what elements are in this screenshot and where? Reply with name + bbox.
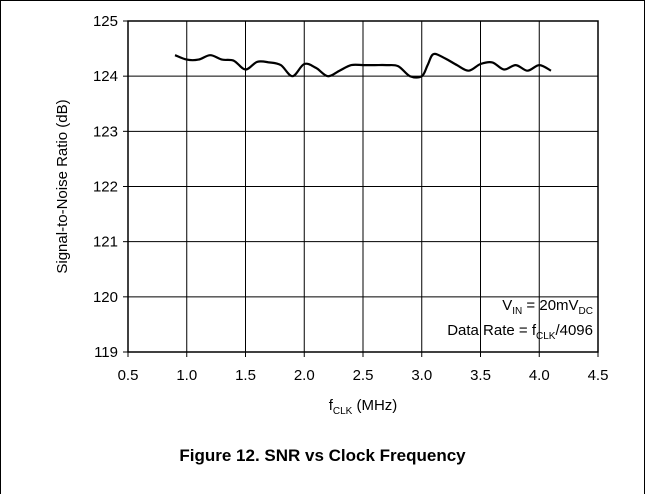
- x-label-text: f: [329, 397, 334, 414]
- tick-marks: [123, 20, 599, 357]
- x-tick-label: 0.5: [118, 367, 139, 384]
- x-tick-labels: 0.5 1.0 1.5 2.0 2.5 3.0 3.5 4.0 4.5: [118, 367, 609, 384]
- y-tick-label: 125: [93, 13, 118, 30]
- figure-caption: Figure 12. SNR vs Clock Frequency: [179, 446, 466, 465]
- y-axis-label: Signal-to-Noise Ratio (dB): [54, 99, 71, 273]
- x-tick-label: 3.5: [470, 367, 491, 384]
- annotation-subscript: IN: [512, 306, 522, 317]
- annotation-subscript: DC: [579, 306, 593, 317]
- y-tick-label: 124: [93, 68, 118, 85]
- snr-chart: 0.5 1.0 1.5 2.0 2.5 3.0 3.5 4.0 4.5 119 120 121 122…: [54, 13, 609, 417]
- x-tick-label: 1.0: [176, 367, 197, 384]
- x-tick-label: 1.5: [235, 367, 256, 384]
- annotation-1: VIN = 20mVDC: [502, 297, 593, 317]
- y-tick-label: 120: [93, 289, 118, 306]
- annotation-text: V: [502, 297, 512, 314]
- y-tick-label: 122: [93, 179, 118, 196]
- x-tick-label: 4.5: [588, 367, 609, 384]
- x-tick-label: 2.5: [353, 367, 374, 384]
- x-axis-label: fCLK (MHz): [329, 397, 398, 417]
- annotation-text: /4096: [555, 322, 593, 339]
- y-tick-label: 123: [93, 123, 118, 140]
- annotations: VIN = 20mVDC Data Rate = fCLK/4096: [447, 297, 593, 342]
- annotation-text: Data Rate = f: [447, 322, 537, 339]
- y-tick-label: 121: [93, 234, 118, 251]
- annotation-text: = 20mV: [522, 297, 578, 314]
- x-tick-label: 2.0: [294, 367, 315, 384]
- x-tick-label: 3.0: [411, 367, 432, 384]
- snr-series-line: [174, 52, 552, 79]
- x-label-text: (MHz): [352, 397, 397, 414]
- y-tick-label: 119: [94, 344, 118, 361]
- annotation-2: Data Rate = fCLK/4096: [447, 322, 593, 342]
- x-tick-label: 4.0: [529, 367, 550, 384]
- x-label-subscript: CLK: [333, 406, 353, 417]
- annotation-subscript: CLK: [536, 331, 556, 342]
- y-tick-labels: 119 120 121 122 123 124 125: [93, 13, 118, 361]
